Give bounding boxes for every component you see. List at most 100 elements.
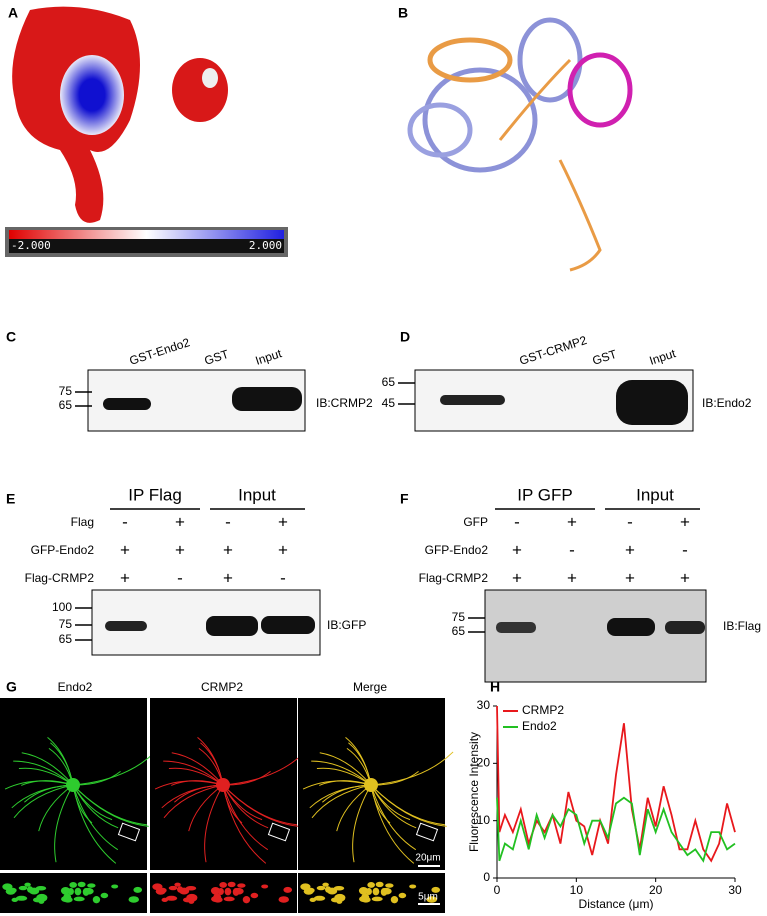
- puncta: [26, 886, 34, 893]
- panel-letter: G: [6, 679, 17, 695]
- lane-label: GST: [203, 347, 231, 368]
- dendrite: [13, 760, 74, 786]
- panel-letter: E: [6, 491, 15, 507]
- puncta: [82, 887, 90, 896]
- band: [496, 622, 536, 633]
- puncta: [237, 883, 246, 888]
- sign: -: [177, 568, 183, 587]
- puncta: [390, 895, 399, 904]
- y-tick-label: 0: [483, 870, 490, 884]
- dendrite: [311, 760, 372, 786]
- puncta: [159, 887, 167, 893]
- puncta: [38, 898, 45, 904]
- puncta: [313, 895, 326, 901]
- row-label: GFP-Endo2: [31, 543, 95, 557]
- image-title: Merge: [353, 680, 387, 694]
- sign: +: [120, 568, 130, 587]
- puncta: [223, 896, 235, 902]
- y-tick-label: 30: [477, 698, 491, 712]
- puncta: [77, 881, 86, 888]
- sign: -: [627, 512, 633, 531]
- scale-label: 5μm: [418, 892, 438, 903]
- ribbon-model: [407, 17, 633, 272]
- colorbar-label: -2.000: [11, 239, 51, 252]
- puncta: [63, 893, 72, 902]
- puncta: [426, 896, 438, 903]
- sign: -: [514, 512, 520, 531]
- dendrite: [72, 784, 149, 827]
- dendrite: [352, 784, 372, 863]
- dendrite: [163, 784, 224, 819]
- marker-label: 45: [382, 396, 396, 410]
- panel-letter: A: [8, 5, 18, 21]
- lane-label: GST: [591, 347, 619, 368]
- dendrite: [13, 784, 74, 819]
- series-line: [496, 796, 736, 863]
- puncta: [309, 897, 317, 902]
- puncta: [398, 892, 407, 899]
- marker-label: 65: [59, 632, 73, 646]
- panel-letter: D: [400, 329, 410, 345]
- panel-letter: B: [398, 5, 408, 21]
- sign: +: [567, 512, 577, 531]
- sign: -: [682, 540, 688, 559]
- blot-label: IB:Flag: [723, 619, 761, 633]
- marker-label: 65: [452, 624, 466, 638]
- puncta: [165, 895, 178, 901]
- puncta: [278, 896, 290, 903]
- puncta: [92, 895, 101, 904]
- puncta: [336, 898, 343, 904]
- band: [607, 618, 655, 636]
- puncta: [11, 897, 19, 902]
- x-tick-label: 20: [649, 883, 663, 897]
- blot: [484, 589, 707, 683]
- marker-label: 75: [59, 384, 73, 398]
- marker-label: 65: [59, 398, 73, 412]
- marker-label: 65: [382, 375, 396, 389]
- sign: -: [280, 568, 286, 587]
- group-label: IP Flag: [128, 485, 182, 504]
- puncta: [210, 886, 221, 895]
- roi-box: [415, 822, 439, 842]
- band: [616, 380, 688, 425]
- colorbar-label: 2.000: [249, 239, 282, 252]
- puncta: [358, 886, 369, 895]
- band: [440, 395, 505, 405]
- sign: +: [625, 540, 635, 559]
- x-tick-label: 0: [494, 883, 501, 897]
- puncta: [87, 883, 96, 888]
- puncta: [74, 887, 82, 896]
- sign: +: [223, 540, 233, 559]
- puncta: [375, 881, 384, 888]
- marker-label: 75: [59, 617, 73, 631]
- dendrite: [222, 784, 299, 827]
- puncta: [128, 896, 140, 903]
- puncta: [24, 882, 31, 887]
- puncta: [69, 881, 78, 888]
- puncta: [174, 882, 181, 887]
- dendrite: [370, 784, 447, 827]
- dendrite: [163, 760, 224, 786]
- puncta: [361, 893, 370, 902]
- scale-label: 20μm: [415, 853, 440, 864]
- sign: +: [512, 568, 522, 587]
- dendrite: [370, 784, 417, 851]
- sign: +: [175, 512, 185, 531]
- puncta: [307, 887, 315, 893]
- puncta: [227, 881, 236, 888]
- puncta: [372, 887, 380, 896]
- band: [103, 398, 151, 410]
- image-title: Endo2: [58, 680, 93, 694]
- band: [261, 616, 315, 634]
- blot-label: IB:Endo2: [702, 396, 752, 410]
- puncta: [261, 884, 269, 889]
- puncta: [100, 892, 109, 899]
- puncta: [380, 887, 388, 896]
- group-label: Input: [636, 485, 674, 504]
- legend-label: Endo2: [522, 719, 557, 733]
- marker-label: 75: [452, 610, 466, 624]
- sign: +: [567, 568, 577, 587]
- puncta: [300, 883, 311, 891]
- dendrite: [54, 784, 74, 863]
- panel-letter: F: [400, 491, 409, 507]
